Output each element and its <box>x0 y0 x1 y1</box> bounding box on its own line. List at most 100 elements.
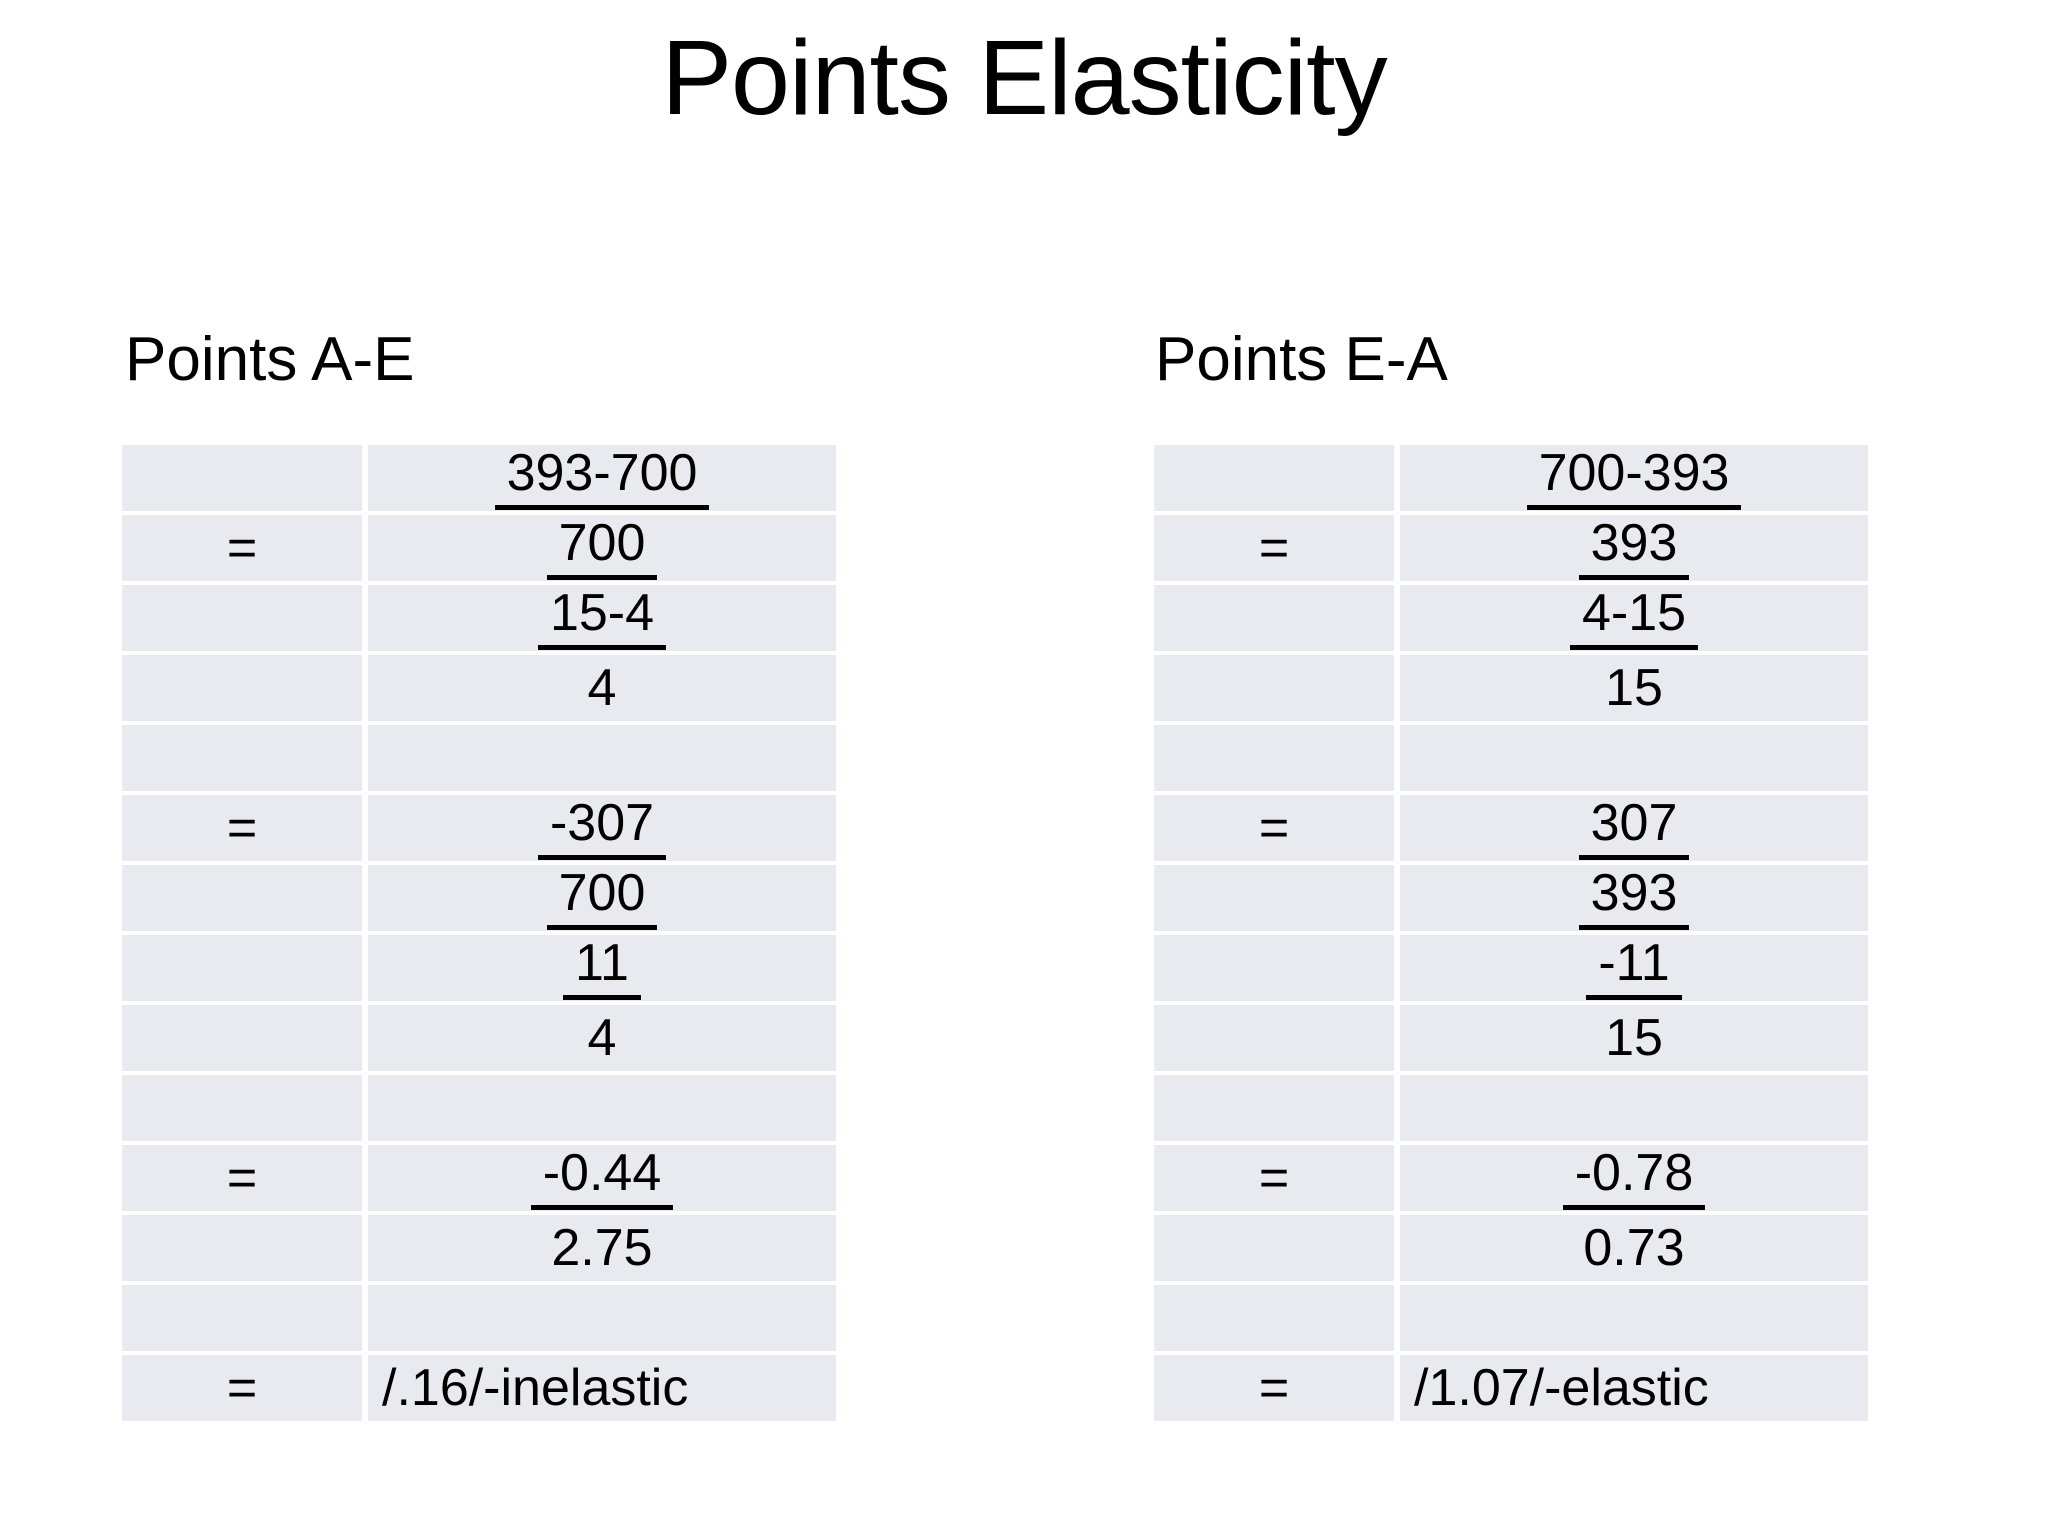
table-row <box>1154 725 1868 791</box>
table-row: = /.16/-inelastic <box>122 1355 836 1421</box>
table-row <box>1154 1285 1868 1351</box>
fraction-with-bar: 393-700 <box>494 447 710 510</box>
fraction-with-bar: 393 <box>1578 867 1690 930</box>
value-cell: 4-15 <box>1400 585 1868 651</box>
points-a-e-table: 393-700 = 700 15-4 4 = -307 700 11 4 = -0.44 2.75 = /.… <box>116 441 842 1425</box>
table-row: 700 <box>122 865 836 931</box>
equals-cell <box>122 1075 362 1141</box>
value-text: 2.75 <box>551 1219 653 1277</box>
value-cell: /1.07/-elastic <box>1400 1355 1868 1421</box>
table-row: = -307 <box>122 795 836 861</box>
heading-points-a-e: Points A-E <box>125 325 415 394</box>
equals-cell: = <box>1154 1145 1394 1211</box>
value-cell <box>1400 725 1868 791</box>
table-row <box>122 725 836 791</box>
fraction-with-bar: 700 <box>546 517 658 580</box>
equals-cell <box>122 1005 362 1071</box>
value-text: 4 <box>587 1009 617 1067</box>
equals-cell <box>122 655 362 721</box>
fraction-with-bar: -0.44 <box>530 1147 674 1210</box>
value-cell: 0.73 <box>1400 1215 1868 1281</box>
equals-cell <box>1154 865 1394 931</box>
value-cell: 393-700 <box>368 445 836 511</box>
equals-cell <box>1154 445 1394 511</box>
equals-cell: = <box>1154 515 1394 581</box>
value-cell <box>368 725 836 791</box>
equals-cell <box>122 585 362 651</box>
table-row: 700-393 <box>1154 445 1868 511</box>
value-cell <box>1400 1075 1868 1141</box>
equals-cell <box>1154 1075 1394 1141</box>
value-cell: 15-4 <box>368 585 836 651</box>
value-cell: 4 <box>368 655 836 721</box>
value-text: 0.73 <box>1583 1219 1685 1277</box>
value-text: /.16/-inelastic <box>382 1359 689 1417</box>
table-row: 15 <box>1154 1005 1868 1071</box>
equals-cell <box>1154 725 1394 791</box>
table-row: 0.73 <box>1154 1215 1868 1281</box>
fraction-with-bar: 11 <box>563 937 641 1000</box>
value-cell: 393 <box>1400 515 1868 581</box>
table-row <box>122 1075 836 1141</box>
table-row: = /1.07/-elastic <box>1154 1355 1868 1421</box>
value-cell: 11 <box>368 935 836 1001</box>
table-row: 4 <box>122 1005 836 1071</box>
equals-cell: = <box>122 1355 362 1421</box>
table-row: 2.75 <box>122 1215 836 1281</box>
value-cell: /.16/-inelastic <box>368 1355 836 1421</box>
points-a-e-table-body: 393-700 = 700 15-4 4 = -307 700 11 4 = -0.44 2.75 = /.… <box>122 445 836 1421</box>
fraction-with-bar: -11 <box>1586 937 1682 1000</box>
table-row: = 700 <box>122 515 836 581</box>
equals-cell <box>1154 585 1394 651</box>
fraction-with-bar: 700 <box>546 867 658 930</box>
table-row: -11 <box>1154 935 1868 1001</box>
equals-cell <box>122 865 362 931</box>
equals-cell: = <box>1154 1355 1394 1421</box>
value-cell <box>1400 1285 1868 1351</box>
value-cell: 307 <box>1400 795 1868 861</box>
fraction-with-bar: -307 <box>537 797 667 860</box>
value-cell: 393 <box>1400 865 1868 931</box>
table-row <box>1154 1075 1868 1141</box>
value-text: 15 <box>1605 659 1663 717</box>
equals-cell <box>122 935 362 1001</box>
table-row: 4-15 <box>1154 585 1868 651</box>
equals-cell <box>122 1215 362 1281</box>
equals-cell <box>122 725 362 791</box>
table-row: = 393 <box>1154 515 1868 581</box>
equals-cell <box>1154 1005 1394 1071</box>
equals-cell <box>1154 935 1394 1001</box>
fraction-with-bar: 307 <box>1578 797 1690 860</box>
value-cell: 2.75 <box>368 1215 836 1281</box>
value-text: 4 <box>587 659 617 717</box>
value-cell <box>368 1075 836 1141</box>
equals-cell <box>1154 1215 1394 1281</box>
value-text: 15 <box>1605 1009 1663 1067</box>
value-cell: -11 <box>1400 935 1868 1001</box>
value-cell: -0.44 <box>368 1145 836 1211</box>
fraction-with-bar: -0.78 <box>1562 1147 1706 1210</box>
equals-cell: = <box>122 795 362 861</box>
equals-cell <box>1154 655 1394 721</box>
points-e-a-table-body: 700-393 = 393 4-15 15 = 307 393 -11 15 = -0.78 0.73 =… <box>1154 445 1868 1421</box>
table-row: 393 <box>1154 865 1868 931</box>
equals-cell: = <box>1154 795 1394 861</box>
fraction-with-bar: 4-15 <box>1569 587 1699 650</box>
fraction-with-bar: 393 <box>1578 517 1690 580</box>
value-cell: 700-393 <box>1400 445 1868 511</box>
equals-cell: = <box>122 515 362 581</box>
equals-cell: = <box>122 1145 362 1211</box>
table-row <box>122 1285 836 1351</box>
table-row: = 307 <box>1154 795 1868 861</box>
value-cell: -307 <box>368 795 836 861</box>
slide-title: Points Elasticity <box>661 19 1387 137</box>
value-cell: 700 <box>368 515 836 581</box>
points-e-a-table: 700-393 = 393 4-15 15 = 307 393 -11 15 = -0.78 0.73 =… <box>1148 441 1874 1425</box>
value-cell: 15 <box>1400 1005 1868 1071</box>
equals-cell <box>122 1285 362 1351</box>
equals-cell <box>1154 1285 1394 1351</box>
heading-points-e-a: Points E-A <box>1155 325 1448 394</box>
table-row: = -0.44 <box>122 1145 836 1211</box>
table-row: 15-4 <box>122 585 836 651</box>
